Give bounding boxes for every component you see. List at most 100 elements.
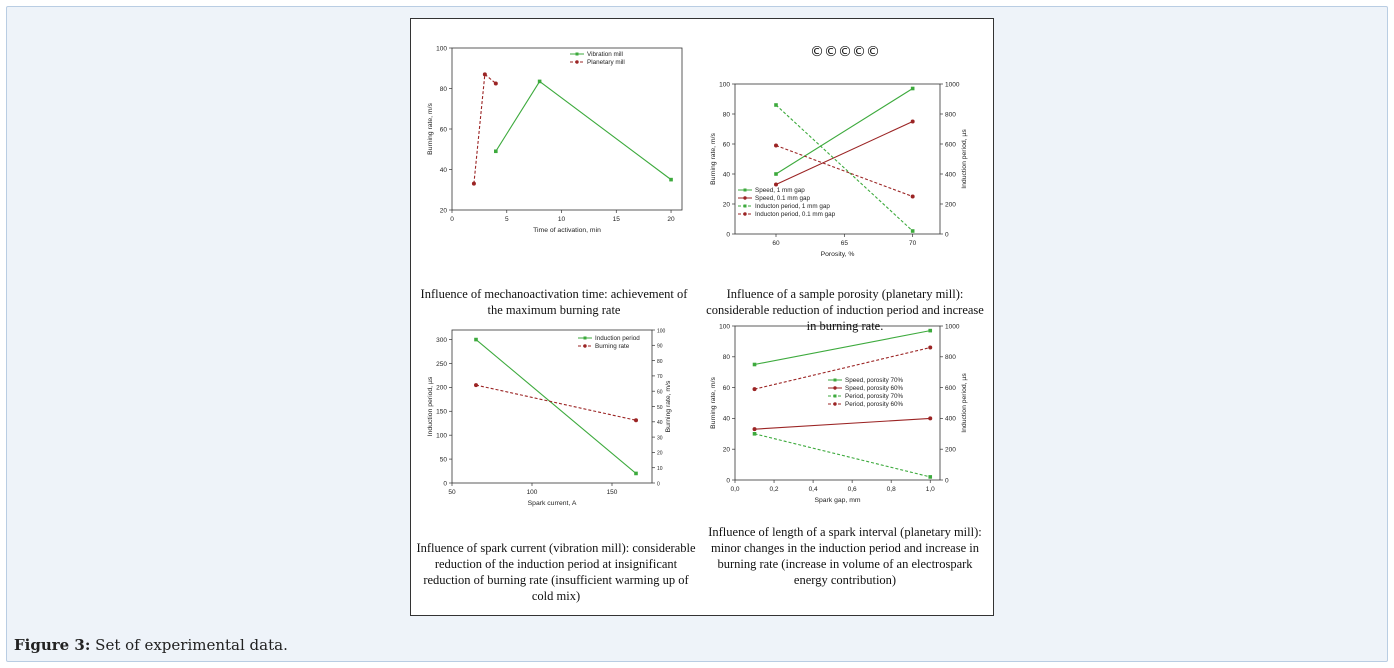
- y2-tick-label: 600: [945, 141, 956, 148]
- y-tick-label: 300: [436, 337, 447, 344]
- y2-axis-label: Induction period, µs: [961, 373, 968, 433]
- data-point: [928, 328, 933, 333]
- data-point: [634, 418, 638, 423]
- y2-tick-label: 90: [657, 344, 663, 350]
- y2-tick-label: 50: [657, 405, 663, 411]
- data-point: [752, 362, 757, 367]
- data-point: [537, 79, 542, 84]
- x-tick-label: 70: [909, 240, 917, 247]
- x-tick-label: 15: [613, 216, 621, 223]
- y-tick-label: 100: [436, 432, 447, 439]
- y-tick-label: 80: [723, 111, 731, 118]
- chart-porosity: 60 65 7002040608010002004006008001000Poros…: [710, 81, 968, 258]
- y-tick-label: 150: [436, 409, 447, 416]
- chart-spark-gap: 0,0 0,2 0,4 0,6 0,8 1,00204060801000200400600…: [710, 323, 968, 504]
- figure-caption-text: Set of experimental data.: [95, 636, 288, 654]
- plot-frame: [451, 329, 653, 484]
- x-tick-label: 50: [448, 489, 456, 496]
- y2-axis-label: Induction period, µs: [961, 129, 968, 189]
- data-point: [774, 182, 778, 187]
- y2-tick-label: 80: [657, 359, 663, 365]
- y2-tick-label: 60: [657, 390, 663, 396]
- series-line: [473, 73, 497, 184]
- x-tick-label: 0,8: [887, 486, 896, 493]
- data-point: [752, 387, 757, 392]
- data-point: [634, 471, 638, 476]
- y-tick-label: 20: [723, 201, 731, 208]
- y-tick-label: 20: [440, 207, 448, 214]
- x-tick-label: 20: [667, 216, 675, 223]
- y-tick-label: 0: [726, 231, 730, 238]
- y-tick-label: 50: [440, 456, 448, 463]
- series-line: [775, 144, 913, 198]
- caption-porosity: Influence of a sample porosity (planetar…: [706, 287, 984, 333]
- data-point: [910, 229, 915, 233]
- y-tick-label: 60: [723, 141, 731, 148]
- legend-label: Burning rate: [595, 343, 630, 350]
- data-point: [910, 86, 915, 91]
- legend-label: Speed, porosity 70%: [845, 377, 904, 384]
- legend-label: Inducton period, 0.1 mm gap: [755, 211, 836, 218]
- y2-tick-label: 600: [945, 385, 956, 392]
- y-tick-label: 40: [723, 171, 731, 178]
- x-tick-label: 100: [527, 489, 538, 496]
- data-point: [474, 383, 478, 388]
- caption-spark-gap: Influence of length of a spark interval …: [708, 525, 982, 587]
- data-point: [471, 181, 476, 186]
- x-tick-label: 0,0: [730, 486, 739, 493]
- y-tick-label: 60: [723, 385, 731, 392]
- y2-tick-label: 10: [657, 466, 663, 472]
- series-line: [754, 347, 931, 390]
- x-axis-label: Porosity, %: [821, 251, 855, 258]
- y2-tick-label: 200: [945, 447, 956, 454]
- legend-marker: [583, 344, 587, 348]
- y2-tick-label: 30: [657, 435, 663, 441]
- data-point: [928, 416, 933, 421]
- y-axis-label: Burning rate, m/s: [710, 377, 717, 429]
- data-point: [910, 119, 915, 124]
- data-point: [774, 103, 778, 107]
- legend-marker: [833, 386, 837, 390]
- series-line: [775, 104, 914, 232]
- figure-caption-label: Figure 3:: [14, 636, 91, 654]
- legend-marker: [743, 212, 747, 216]
- x-tick-label: 1,0: [926, 486, 935, 493]
- y-tick-label: 200: [436, 385, 447, 392]
- y2-tick-label: 70: [657, 374, 663, 380]
- series-line: [775, 88, 913, 175]
- x-tick-label: 150: [607, 489, 618, 496]
- series-line: [495, 80, 672, 181]
- y2-tick-label: 400: [945, 171, 956, 178]
- x-tick-label: 0: [450, 216, 454, 223]
- plot-frame: [734, 325, 941, 481]
- y-tick-label: 80: [723, 354, 731, 361]
- y-tick-label: 80: [440, 86, 448, 93]
- legend-marker: [575, 52, 579, 56]
- legend-label: Vibration mill: [587, 51, 623, 58]
- legend-label: Period, porosity 60%: [845, 401, 904, 408]
- legend-marker: [833, 394, 837, 398]
- x-axis-label: Spark gap, mm: [814, 497, 860, 504]
- data-point: [494, 149, 498, 154]
- caption-spark-current: Influence of spark current (vibration mi…: [416, 541, 696, 603]
- x-tick-label: 10: [558, 216, 566, 223]
- data-point: [752, 432, 757, 436]
- legend-label: Speed, porosity 60%: [845, 385, 904, 392]
- y-axis-label: Burning rate, m/s: [427, 103, 434, 155]
- legend-label: Speed, 1 mm gap: [755, 187, 805, 194]
- data-point: [928, 475, 933, 479]
- data-point: [910, 194, 915, 199]
- data-point: [493, 81, 498, 86]
- y-axis-label: Burning rate, m/s: [710, 133, 717, 185]
- data-point: [928, 345, 933, 350]
- y2-tick-label: 0: [945, 477, 949, 484]
- y2-tick-label: 400: [945, 416, 956, 423]
- caption-activation-time: Influence of mechanoactivation time: ach…: [420, 287, 688, 317]
- legend-label: Planetary mill: [587, 59, 625, 66]
- legend-label: Inducton period, 1 mm gap: [755, 203, 830, 210]
- y2-tick-label: 0: [657, 481, 660, 487]
- x-tick-label: 60: [772, 240, 780, 247]
- y2-tick-label: 100: [657, 328, 666, 334]
- figure-panel: [410, 18, 994, 616]
- legend-marker: [583, 336, 587, 340]
